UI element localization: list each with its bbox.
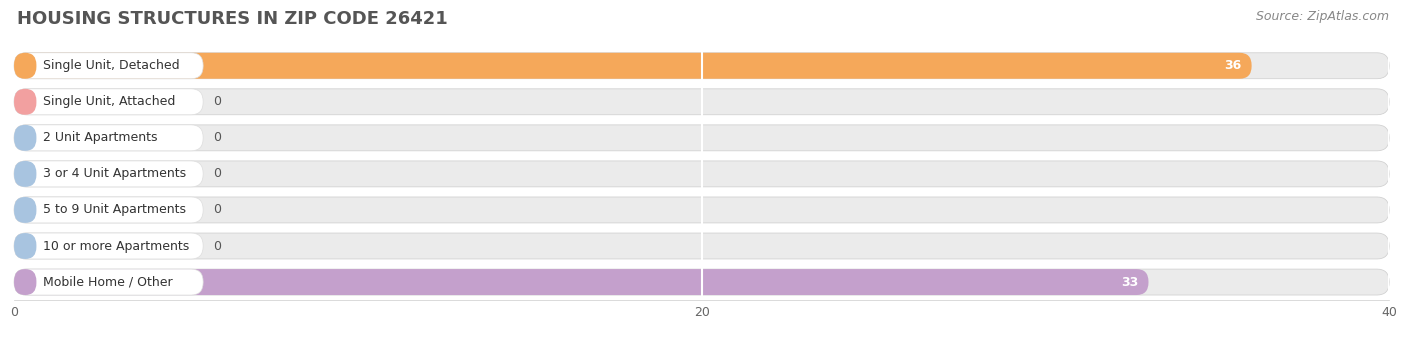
Text: 2 Unit Apartments: 2 Unit Apartments (44, 131, 157, 144)
Text: 0: 0 (214, 131, 221, 144)
FancyBboxPatch shape (14, 197, 1389, 223)
FancyBboxPatch shape (14, 233, 37, 259)
FancyBboxPatch shape (14, 197, 202, 223)
Text: 0: 0 (214, 167, 221, 180)
FancyBboxPatch shape (14, 125, 202, 151)
Text: 33: 33 (1121, 276, 1139, 288)
FancyBboxPatch shape (14, 125, 1389, 151)
Text: 0: 0 (214, 204, 221, 217)
FancyBboxPatch shape (14, 53, 1389, 79)
Text: 3 or 4 Unit Apartments: 3 or 4 Unit Apartments (44, 167, 187, 180)
FancyBboxPatch shape (14, 53, 202, 79)
FancyBboxPatch shape (14, 233, 1389, 259)
FancyBboxPatch shape (14, 269, 1149, 295)
FancyBboxPatch shape (14, 269, 1389, 295)
Text: Mobile Home / Other: Mobile Home / Other (44, 276, 173, 288)
FancyBboxPatch shape (14, 161, 202, 187)
Text: Single Unit, Detached: Single Unit, Detached (44, 59, 180, 72)
Text: 0: 0 (214, 239, 221, 252)
FancyBboxPatch shape (14, 89, 1389, 115)
Text: 10 or more Apartments: 10 or more Apartments (44, 239, 190, 252)
FancyBboxPatch shape (14, 89, 37, 115)
Text: 36: 36 (1225, 59, 1241, 72)
FancyBboxPatch shape (14, 125, 37, 151)
Text: HOUSING STRUCTURES IN ZIP CODE 26421: HOUSING STRUCTURES IN ZIP CODE 26421 (17, 10, 447, 28)
FancyBboxPatch shape (14, 161, 37, 187)
FancyBboxPatch shape (14, 53, 1251, 79)
Text: 0: 0 (214, 95, 221, 108)
FancyBboxPatch shape (14, 53, 37, 79)
FancyBboxPatch shape (14, 89, 202, 115)
Text: 5 to 9 Unit Apartments: 5 to 9 Unit Apartments (44, 204, 186, 217)
FancyBboxPatch shape (14, 161, 1389, 187)
FancyBboxPatch shape (14, 233, 202, 259)
Text: Source: ZipAtlas.com: Source: ZipAtlas.com (1256, 10, 1389, 23)
FancyBboxPatch shape (14, 269, 202, 295)
FancyBboxPatch shape (14, 197, 37, 223)
FancyBboxPatch shape (14, 269, 37, 295)
Text: Single Unit, Attached: Single Unit, Attached (44, 95, 176, 108)
